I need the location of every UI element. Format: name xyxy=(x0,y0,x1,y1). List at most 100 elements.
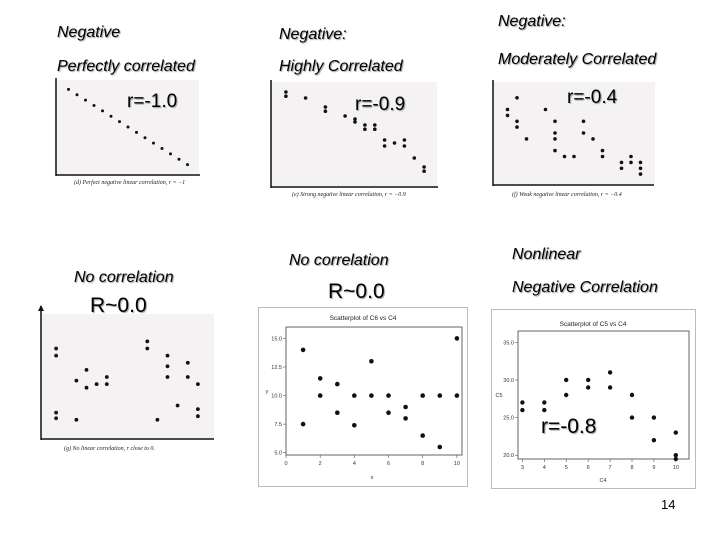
panel6-heading-line1: Nonlinear xyxy=(512,246,581,263)
data-point xyxy=(651,438,657,443)
data-point xyxy=(369,359,374,364)
x-tick-label: 0 xyxy=(284,461,287,467)
x-tick-label: 8 xyxy=(421,461,424,467)
data-point xyxy=(392,141,397,145)
data-point xyxy=(607,370,613,375)
data-point xyxy=(109,114,113,118)
data-point xyxy=(343,114,347,118)
data-point xyxy=(152,141,155,145)
data-point xyxy=(352,393,357,398)
data-point xyxy=(420,393,425,398)
data-point xyxy=(553,148,557,153)
data-point xyxy=(543,107,548,112)
data-point xyxy=(600,148,605,153)
data-point xyxy=(54,410,58,415)
data-point xyxy=(335,381,340,387)
data-point xyxy=(402,138,407,142)
data-point xyxy=(54,416,58,421)
panel6-points xyxy=(520,370,678,462)
data-point xyxy=(143,136,147,140)
panel2-scatter-plot: (e) Strong negative linear correlation, … xyxy=(270,80,438,198)
panel1-caption: (d) Perfect negative linear correlation,… xyxy=(74,179,185,186)
x-tick-label: 2 xyxy=(319,461,322,467)
data-point xyxy=(520,400,525,405)
data-point xyxy=(185,375,190,379)
data-point xyxy=(373,123,377,127)
data-point xyxy=(145,346,150,351)
data-point xyxy=(586,385,591,390)
data-point xyxy=(422,169,426,173)
data-point xyxy=(160,147,164,150)
panel5-r-label: R~0.0 xyxy=(328,280,385,303)
data-point xyxy=(600,154,605,159)
data-point xyxy=(94,382,99,386)
data-point xyxy=(542,400,547,405)
data-point xyxy=(101,109,104,113)
data-point xyxy=(437,393,443,398)
x-tick-label: 10 xyxy=(673,465,679,471)
data-point xyxy=(300,421,306,427)
data-point xyxy=(619,160,624,165)
data-point xyxy=(638,172,643,176)
page-number: 14 xyxy=(661,497,676,512)
plot-background xyxy=(41,314,214,438)
data-point xyxy=(155,417,160,422)
panel4-caption: (g) No linear correlation, r close to 0. xyxy=(64,445,155,452)
data-point xyxy=(638,160,643,165)
data-point xyxy=(520,407,525,413)
x-tick-label: 7 xyxy=(609,465,612,471)
panel4-points xyxy=(54,339,200,422)
data-point xyxy=(386,410,391,415)
data-point xyxy=(382,144,387,148)
data-point xyxy=(553,131,557,135)
plot-background xyxy=(493,82,655,184)
panel4-r-label: R~0.0 xyxy=(90,294,147,317)
data-point xyxy=(673,430,678,435)
plot-area xyxy=(285,326,463,456)
data-point xyxy=(629,154,633,159)
x-tick-label: 4 xyxy=(353,461,356,467)
data-point xyxy=(165,375,170,379)
panel5-scatter-plot: Scatterplot of C6 vs C4 0 2 4 6 8 10 5.0 7.5 10.… xyxy=(258,307,468,487)
x-tick-label: 4 xyxy=(543,465,546,471)
panel3-scatter-plot: (f) Weak negative linear correlation, r … xyxy=(492,80,655,198)
data-point xyxy=(135,130,138,134)
data-point xyxy=(629,160,633,165)
panel5-axis-ticks: 0 2 4 6 8 10 5.0 7.5 10.0 12.5 15.0 xyxy=(271,336,460,467)
data-point xyxy=(673,453,678,458)
data-point xyxy=(75,93,79,97)
x-tick-label: 5 xyxy=(565,465,568,471)
data-point xyxy=(369,393,374,398)
panel2-heading-line1: Negative: xyxy=(279,26,347,43)
panel6-scatter-plot: Scatterplot of C5 vs C4 3 4 5 6 7 8 9 10 20.0 25.… xyxy=(491,309,696,489)
data-point xyxy=(196,407,200,411)
data-point xyxy=(581,131,586,135)
data-point xyxy=(562,154,567,159)
data-point xyxy=(186,163,189,167)
data-point xyxy=(386,393,391,398)
data-point xyxy=(175,403,180,408)
data-point xyxy=(422,165,426,169)
data-point xyxy=(412,156,417,160)
panel2-r-label: r=-0.9 xyxy=(355,94,406,115)
y-tick-label: 25.0 xyxy=(503,416,514,422)
data-point xyxy=(145,339,150,344)
data-point xyxy=(54,346,58,351)
y-tick-label: 5.0 xyxy=(274,451,282,457)
x-tick-label: 6 xyxy=(387,461,390,467)
y-tick-label: 12.5 xyxy=(271,365,282,371)
data-point xyxy=(169,152,172,156)
y-tick-label: 15.0 xyxy=(271,336,282,342)
data-point xyxy=(284,90,288,94)
data-point xyxy=(104,375,109,379)
data-point xyxy=(84,385,89,390)
data-point xyxy=(572,154,576,159)
data-point xyxy=(177,157,181,161)
y-tick-label: 35.0 xyxy=(503,340,514,346)
data-point xyxy=(591,137,595,141)
data-point xyxy=(553,119,557,124)
panel1-heading-line1: Negative xyxy=(57,24,121,41)
data-point xyxy=(104,382,109,386)
data-point xyxy=(586,377,591,383)
x-tick-label: 8 xyxy=(630,465,633,471)
